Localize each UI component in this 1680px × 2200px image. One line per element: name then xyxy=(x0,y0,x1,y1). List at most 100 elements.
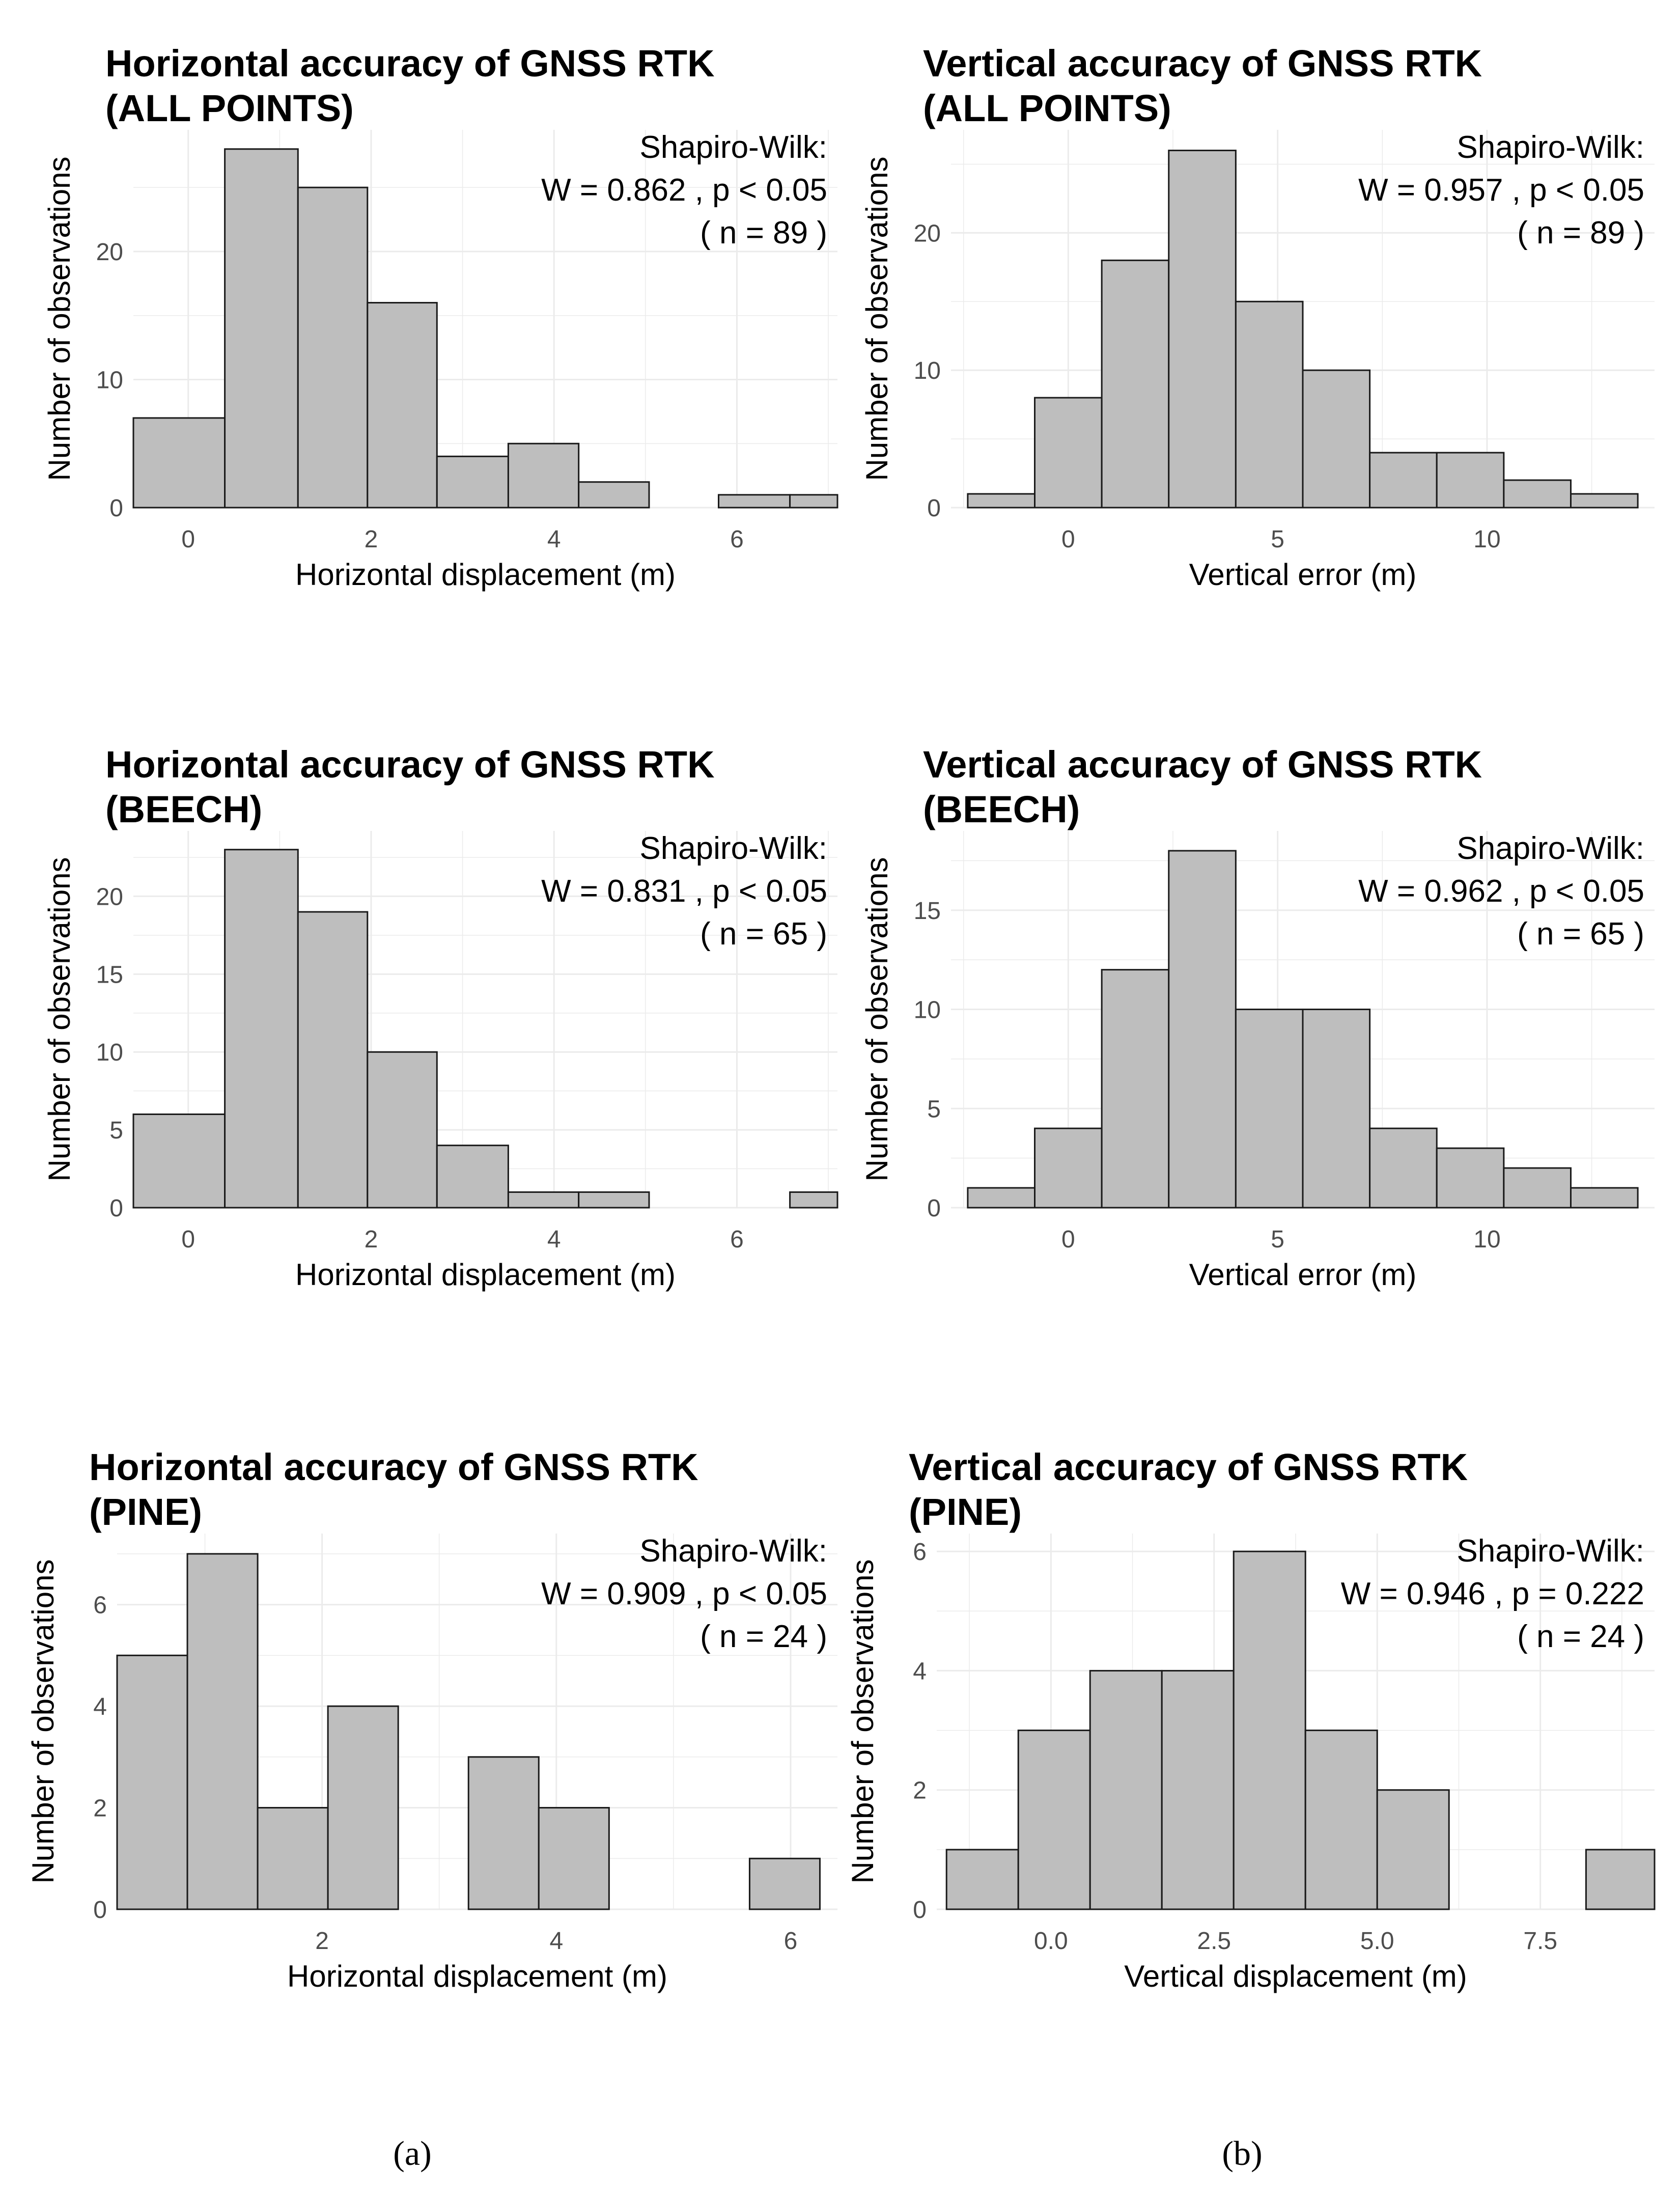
panel-label-b: (b) xyxy=(1222,2134,1263,2173)
x-tick-label: 10 xyxy=(1473,1226,1500,1253)
chart-title: Horizontal accuracy of GNSS RTK xyxy=(105,42,715,85)
chart-h-pine: 2 4 6 0 2 4 6 Horizontal displacement (m) Number… xyxy=(26,1446,837,1993)
histogram-bar xyxy=(297,186,369,509)
chart-title: (BEECH) xyxy=(105,788,262,830)
histogram-bar xyxy=(132,417,226,509)
histogram-bar xyxy=(1503,479,1572,509)
chart-v-beech: 0 5 10 0 5 10 15 Vertical error (m) Number of ob… xyxy=(860,743,1655,1292)
bars xyxy=(967,850,1639,1209)
bars xyxy=(945,1550,1656,1910)
histogram-bar xyxy=(578,1191,650,1209)
histogram-bar xyxy=(132,1113,226,1209)
histogram-bar xyxy=(789,494,838,509)
y-axis-label: Number of observations xyxy=(846,1560,880,1884)
histogram-bar xyxy=(507,1191,580,1209)
histogram-bar xyxy=(1233,1550,1306,1910)
chart-title: (BEECH) xyxy=(923,788,1080,830)
y-tick-label: 6 xyxy=(93,1592,107,1619)
y-axis-label: Number of observations xyxy=(26,1560,60,1884)
histogram-bar xyxy=(718,494,791,509)
y-tick-label: 0 xyxy=(109,1195,123,1222)
chart-title: (PINE) xyxy=(89,1491,202,1533)
y-tick-label: 0 xyxy=(927,1195,941,1222)
chart-v-all: 0 5 10 0 10 20 Vertical error (m) Number of obs… xyxy=(860,42,1655,592)
chart-title: Vertical accuracy of GNSS RTK xyxy=(923,743,1482,786)
histogram-bar xyxy=(1168,850,1237,1209)
y-tick-label: 10 xyxy=(96,367,123,394)
histogram-bar xyxy=(1304,1730,1378,1910)
y-tick-label: 2 xyxy=(913,1777,927,1804)
y-tick-label: 10 xyxy=(96,1039,123,1066)
histogram-bar xyxy=(578,481,650,509)
histogram-bar xyxy=(945,1849,1019,1910)
y-tick-label: 0 xyxy=(93,1897,107,1924)
y-tick-label: 2 xyxy=(93,1795,107,1822)
histogram-bar xyxy=(436,1145,509,1209)
histogram-bar xyxy=(257,1807,329,1910)
bars xyxy=(132,148,838,509)
histogram-bar xyxy=(1369,1127,1438,1209)
stats-annotation: Shapiro-Wilk: xyxy=(639,831,827,866)
bars xyxy=(116,1553,821,1910)
x-axis-label: Vertical error (m) xyxy=(1189,558,1417,592)
histogram-bar xyxy=(538,1807,610,1910)
y-axis-label: Number of observations xyxy=(42,857,76,1182)
histogram-bar xyxy=(116,1654,188,1910)
stats-annotation: W = 0.909 , p < 0.05 xyxy=(541,1576,827,1611)
x-tick-label: 2 xyxy=(365,1226,378,1253)
histogram-bar xyxy=(507,442,580,509)
x-tick-label: 4 xyxy=(547,526,561,553)
histogram-bar xyxy=(1302,369,1371,509)
histogram-bar xyxy=(367,302,438,509)
stats-annotation: ( n = 89 ) xyxy=(1517,215,1644,250)
y-tick-label: 20 xyxy=(96,883,123,910)
y-axis-label: Number of observations xyxy=(860,857,894,1182)
y-tick-label: 0 xyxy=(913,1897,927,1924)
chart-title: (ALL POINTS) xyxy=(105,87,354,129)
histogram-bar xyxy=(297,911,369,1209)
y-tick-label: 5 xyxy=(109,1117,123,1144)
x-tick-label: 10 xyxy=(1473,526,1500,553)
chart-v-pine: 0.0 2.5 5.0 7.5 0 2 4 6 Vertical displacement (m… xyxy=(846,1446,1656,1993)
stats-annotation: Shapiro-Wilk: xyxy=(1457,831,1644,866)
histogram-bar xyxy=(1585,1849,1656,1910)
stats-annotation: Shapiro-Wilk: xyxy=(1457,1534,1644,1569)
stats-annotation: ( n = 65 ) xyxy=(1517,916,1644,952)
stats-annotation: ( n = 24 ) xyxy=(700,1619,827,1654)
y-tick-label: 10 xyxy=(914,357,941,384)
y-axis-label: Number of observations xyxy=(42,157,76,481)
x-tick-label: 0.0 xyxy=(1034,1928,1068,1955)
x-tick-label: 5 xyxy=(1271,526,1284,553)
y-tick-label: 5 xyxy=(927,1096,941,1123)
x-tick-label: 0 xyxy=(181,526,195,553)
chart-h-all: 0 2 4 6 0 10 20 Horizontal displacement (m) Numb… xyxy=(42,42,838,592)
histogram-bar xyxy=(1101,259,1170,509)
y-tick-label: 15 xyxy=(96,961,123,988)
x-tick-label: 6 xyxy=(730,1226,744,1253)
x-tick-label: 4 xyxy=(547,1226,561,1253)
stats-annotation: ( n = 65 ) xyxy=(700,916,827,952)
x-tick-label: 0 xyxy=(1061,526,1075,553)
histogram-bar xyxy=(1034,397,1103,509)
histogram-bar xyxy=(1570,1187,1639,1209)
histogram-bar xyxy=(1436,1147,1505,1209)
stats-annotation: Shapiro-Wilk: xyxy=(1457,130,1644,165)
histogram-bar xyxy=(1503,1167,1572,1209)
x-tick-label: 6 xyxy=(730,526,744,553)
y-tick-label: 4 xyxy=(913,1658,927,1685)
chart-title: Horizontal accuracy of GNSS RTK xyxy=(89,1446,698,1488)
chart-title: Vertical accuracy of GNSS RTK xyxy=(923,42,1482,85)
chart-title: (PINE) xyxy=(909,1491,1022,1533)
y-tick-label: 0 xyxy=(927,495,941,522)
x-axis-label: Horizontal displacement (m) xyxy=(295,1258,676,1292)
histogram-bar xyxy=(1101,969,1170,1209)
x-axis-label: Vertical displacement (m) xyxy=(1124,1959,1467,1993)
histogram-bar xyxy=(436,455,509,509)
stats-annotation: W = 0.831 , p < 0.05 xyxy=(541,874,827,909)
stats-annotation: ( n = 24 ) xyxy=(1517,1619,1644,1654)
histogram-bar xyxy=(1302,1009,1371,1209)
x-tick-label: 2 xyxy=(365,526,378,553)
x-axis-label: Horizontal displacement (m) xyxy=(287,1959,667,1993)
x-axis-label: Vertical error (m) xyxy=(1189,1258,1417,1292)
